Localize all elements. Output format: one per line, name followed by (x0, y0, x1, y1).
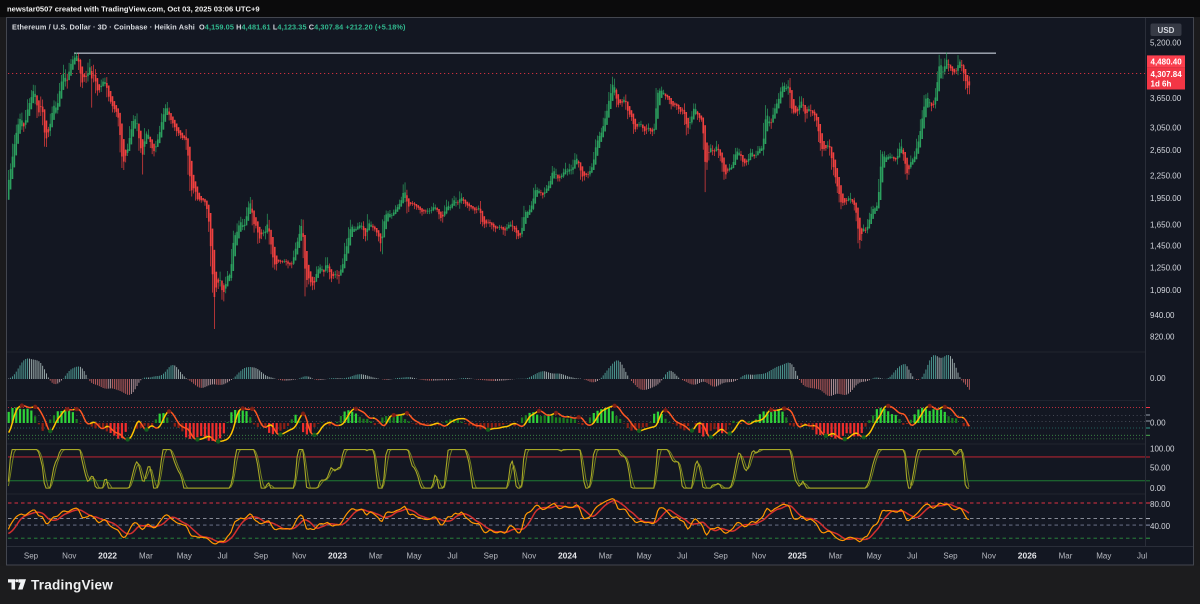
svg-text:Ethereum / U.S. Dollar · 3D ·: Ethereum / U.S. Dollar · 3D · Coinbase ·… (12, 23, 195, 32)
svg-text:Sep: Sep (254, 552, 269, 561)
svg-text:2,250.00: 2,250.00 (1150, 171, 1182, 180)
svg-text:0.00: 0.00 (1150, 484, 1166, 493)
svg-text:newstar0507 created with Tradi: newstar0507 created with TradingView.com… (7, 5, 260, 14)
svg-text:Sep: Sep (943, 552, 958, 561)
svg-text:3,650.00: 3,650.00 (1150, 94, 1182, 103)
svg-text:2026: 2026 (1018, 551, 1037, 561)
svg-text:80.00: 80.00 (1150, 500, 1171, 509)
svg-text:Jul: Jul (907, 552, 917, 561)
svg-text:1,950.00: 1,950.00 (1150, 194, 1182, 203)
svg-text:Sep: Sep (714, 552, 729, 561)
svg-text:100.00: 100.00 (1150, 445, 1175, 454)
svg-text:40.00: 40.00 (1150, 522, 1171, 531)
svg-text:4,307.84: 4,307.84 (1151, 70, 1183, 79)
svg-text:Jul: Jul (1137, 552, 1147, 561)
svg-text:2023: 2023 (328, 551, 347, 561)
svg-text:4,480.40: 4,480.40 (1151, 57, 1183, 66)
svg-text:Nov: Nov (62, 552, 76, 561)
svg-text:TradingView: TradingView (31, 577, 113, 592)
svg-text:May: May (636, 552, 651, 561)
svg-text:2022: 2022 (98, 551, 117, 561)
svg-text:Jul: Jul (217, 552, 227, 561)
svg-text:0.00: 0.00 (1150, 418, 1166, 427)
svg-text:Mar: Mar (829, 552, 843, 561)
svg-text:2024: 2024 (558, 551, 577, 561)
svg-text:2,650.00: 2,650.00 (1150, 146, 1182, 155)
svg-text:Mar: Mar (1059, 552, 1073, 561)
svg-text:Sep: Sep (484, 552, 499, 561)
svg-text:O4,159.05 H4,481.61 L4,123.35: O4,159.05 H4,481.61 L4,123.35 C4,307.84 … (199, 23, 406, 32)
svg-text:2025: 2025 (788, 551, 807, 561)
svg-text:USD: USD (1158, 26, 1175, 35)
svg-text:Mar: Mar (369, 552, 383, 561)
svg-text:1d 6h: 1d 6h (1151, 80, 1172, 89)
svg-text:3,050.00: 3,050.00 (1150, 124, 1182, 133)
svg-text:Mar: Mar (139, 552, 153, 561)
svg-text:940.00: 940.00 (1150, 311, 1175, 320)
svg-text:Mar: Mar (599, 552, 613, 561)
svg-text:Jul: Jul (447, 552, 457, 561)
svg-text:Nov: Nov (752, 552, 766, 561)
svg-text:1,450.00: 1,450.00 (1150, 242, 1182, 251)
svg-text:Sep: Sep (24, 552, 39, 561)
svg-text:0.00: 0.00 (1150, 374, 1166, 383)
svg-text:1,090.00: 1,090.00 (1150, 286, 1182, 295)
svg-text:Nov: Nov (982, 552, 996, 561)
svg-text:May: May (1096, 552, 1111, 561)
svg-text:Jul: Jul (677, 552, 687, 561)
svg-text:1,650.00: 1,650.00 (1150, 221, 1182, 230)
svg-text:50.00: 50.00 (1150, 464, 1171, 473)
svg-text:May: May (407, 552, 422, 561)
svg-text:May: May (866, 552, 881, 561)
svg-text:1,250.00: 1,250.00 (1150, 263, 1182, 272)
svg-text:May: May (177, 552, 192, 561)
svg-text:5,200.00: 5,200.00 (1150, 39, 1182, 48)
svg-text:Nov: Nov (292, 552, 306, 561)
svg-text:Nov: Nov (522, 552, 536, 561)
svg-text:820.00: 820.00 (1150, 332, 1175, 341)
